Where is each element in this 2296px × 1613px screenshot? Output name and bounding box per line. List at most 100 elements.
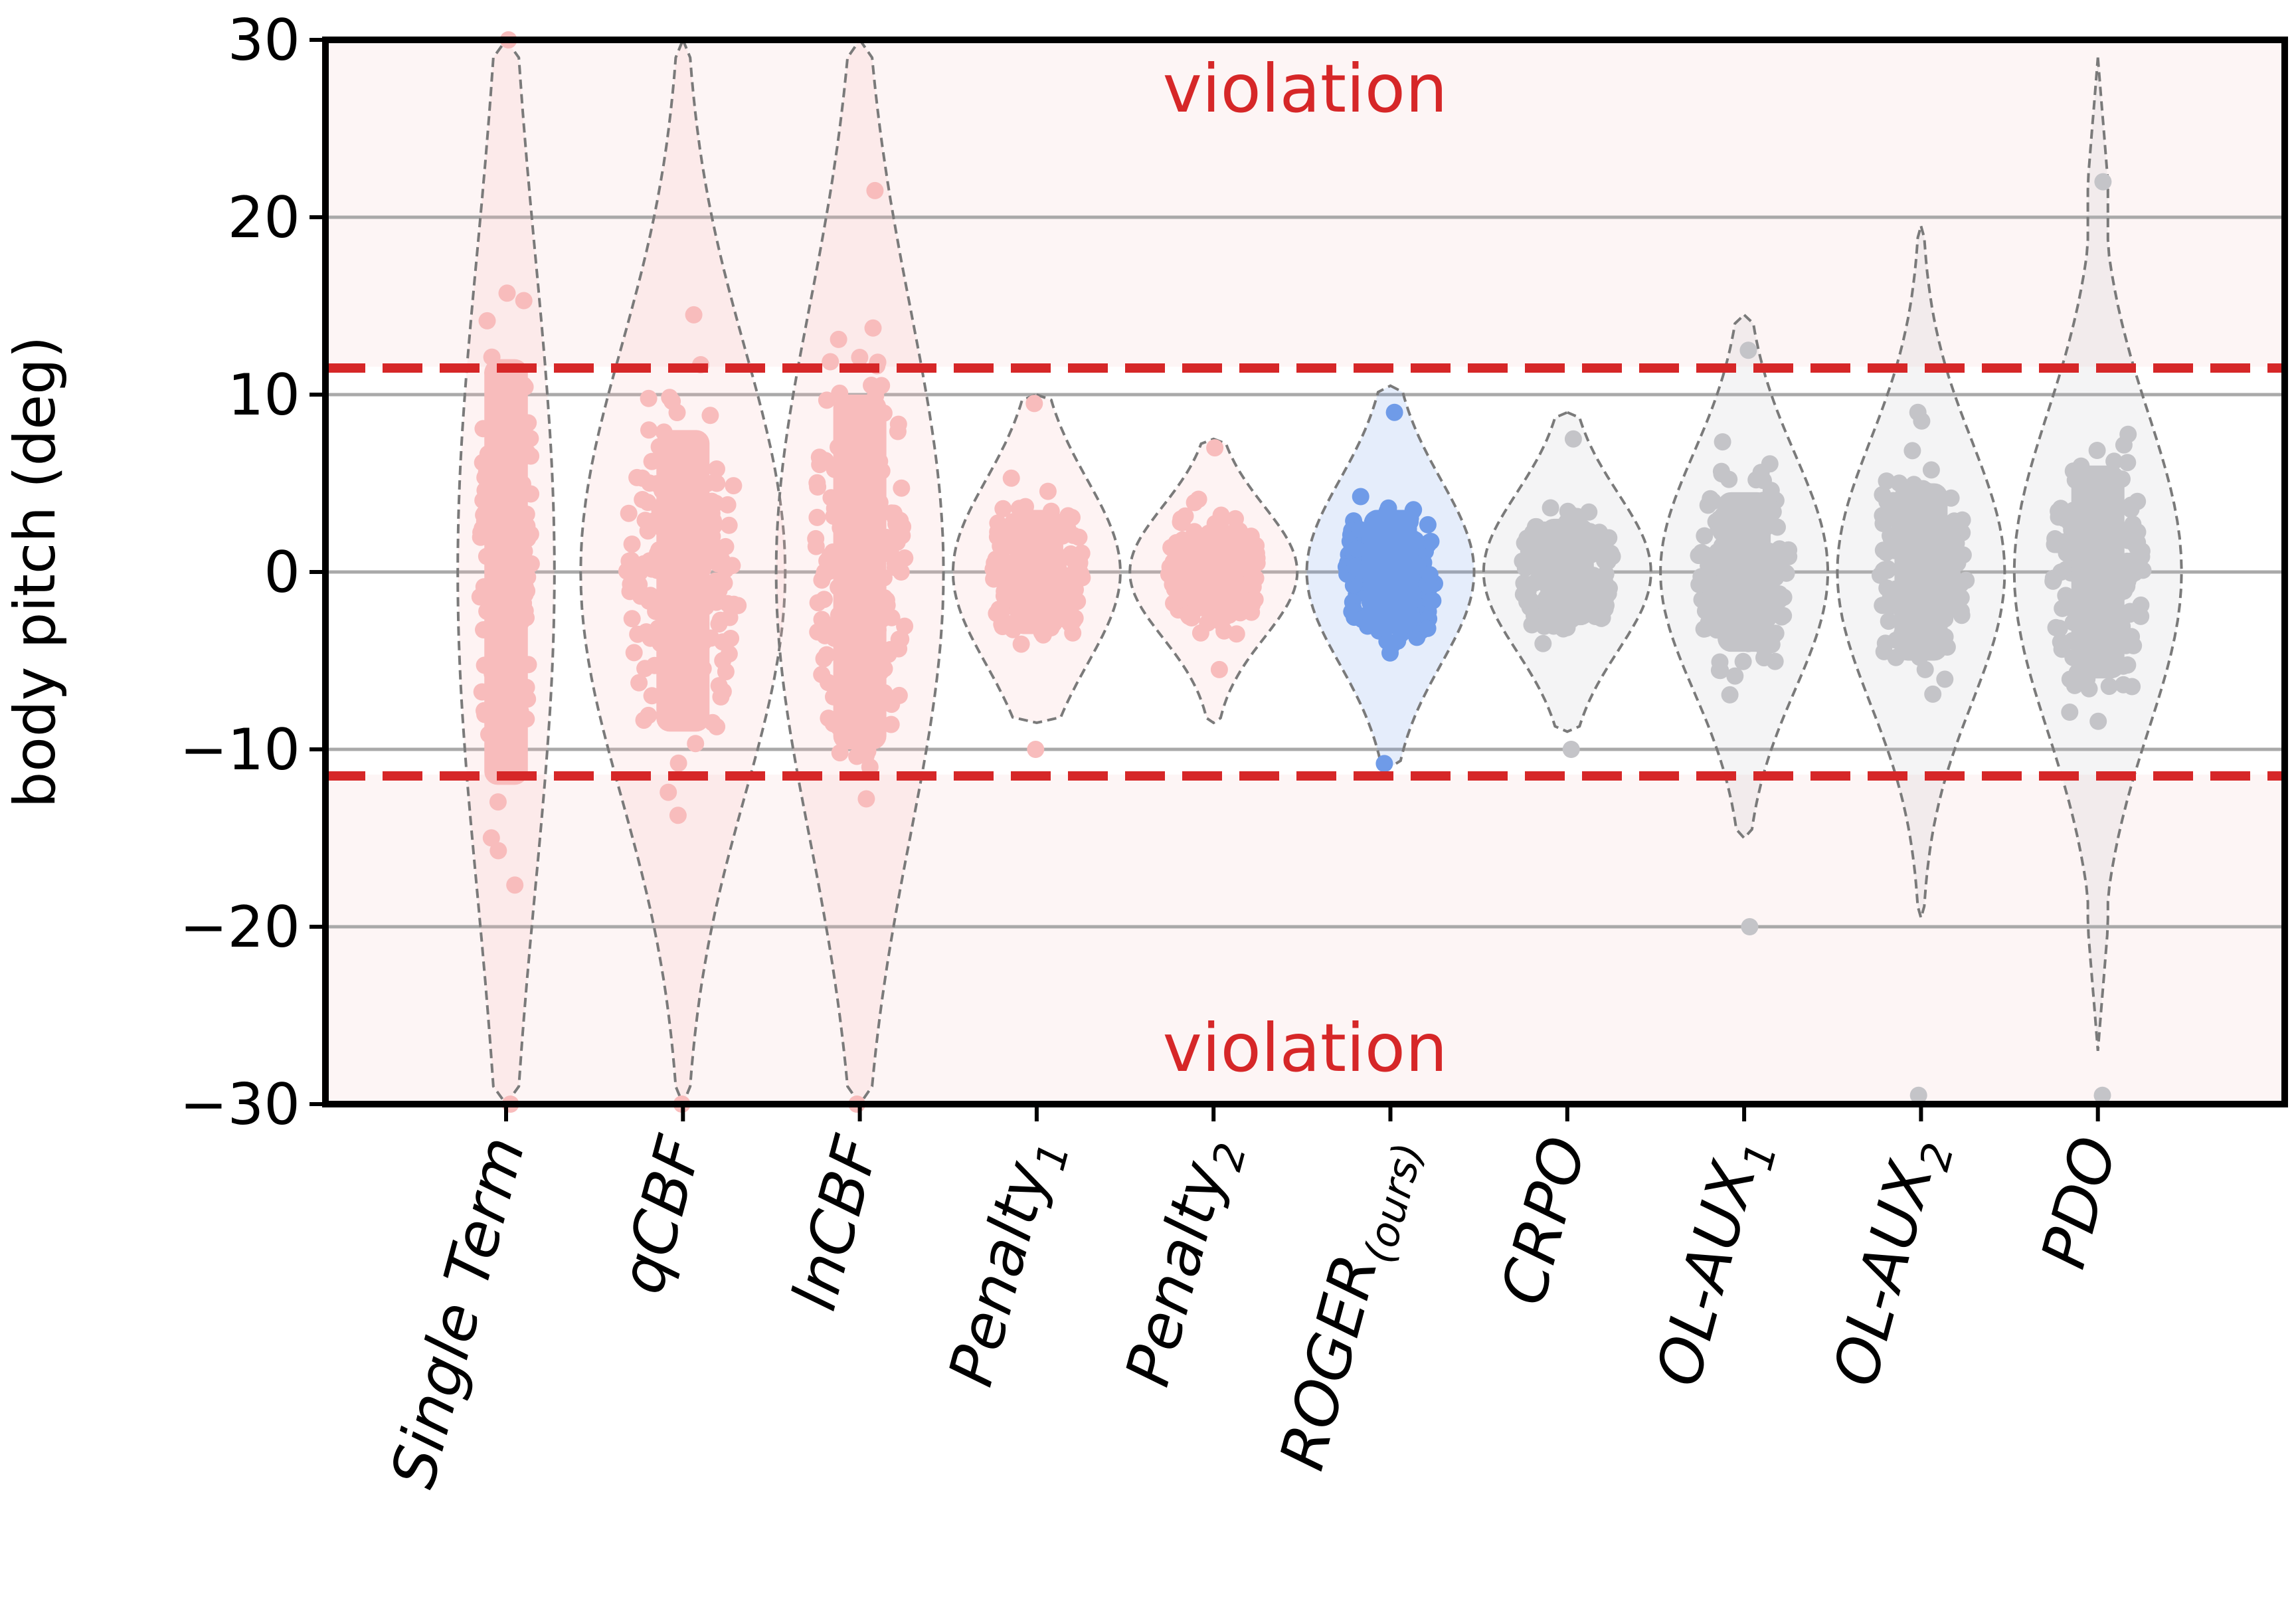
data-point-CRPO: [1534, 634, 1552, 652]
data-point-qCBF: [660, 783, 677, 801]
data-point-qCBF: [623, 535, 641, 553]
violation-label-upper: violation: [1163, 50, 1448, 128]
y-tick-label: 20: [228, 185, 300, 251]
data-point-OL-AUX1: [1720, 470, 1738, 488]
data-point-lnCBF: [818, 391, 836, 409]
data-point-lnCBF: [809, 594, 827, 612]
violation-region-lower: [325, 775, 2285, 1104]
data-point-CRPO: [1518, 593, 1536, 611]
data-point-qCBF: [640, 706, 658, 724]
data-point-qCBF: [710, 581, 728, 599]
data-core-lnCBF: [833, 395, 887, 749]
data-point-qCBF: [708, 460, 725, 478]
data-point-OL-AUX1: [1734, 652, 1752, 670]
data-point-PDO: [2052, 633, 2070, 651]
data-point-CRPO: [1542, 499, 1559, 517]
data-point-Penalty2: [1227, 625, 1245, 643]
data-point-lnCBF: [889, 423, 907, 440]
data-point-Penalty1: [985, 570, 1003, 588]
data-point-qCBF: [643, 687, 661, 705]
y-axis: −30 −20 −10 0 10 20 30: [180, 7, 325, 1138]
data-point-Penalty1: [1012, 635, 1030, 653]
data-point-Penalty1: [1027, 741, 1045, 758]
x-tick-label-main: lnCBF: [778, 1129, 893, 1317]
data-point-PDO: [2089, 712, 2107, 730]
data-point-lnCBF: [807, 529, 825, 547]
data-point-OL-AUX2: [1909, 1086, 1927, 1104]
data-point-ROGER(ours): [1352, 488, 1369, 506]
data-core-ROGER(ours): [1364, 510, 1417, 634]
data-point-OL-AUX2: [1913, 412, 1931, 430]
data-point-OL-AUX2: [1874, 562, 1892, 579]
data-point-qCBF: [717, 663, 735, 681]
x-tick-label-main: Single Term: [377, 1129, 539, 1495]
data-point-CRPO: [1515, 574, 1533, 592]
data-point-lnCBF: [864, 319, 882, 337]
data-point-OL-AUX1: [1766, 652, 1784, 670]
data-point-Penalty1: [1039, 482, 1057, 500]
data-core-Single Term: [484, 359, 528, 785]
data-point-qCBF: [714, 633, 732, 651]
data-core-Penalty2: [1187, 527, 1241, 617]
data-point-OL-AUX1: [1780, 547, 1798, 565]
data-point-lnCBF: [866, 181, 884, 199]
data-point-lnCBF: [820, 710, 838, 727]
data-points: [471, 31, 2152, 1113]
data-point-qCBF: [661, 389, 679, 407]
x-tick-label-qCBF: qCBF: [606, 1129, 715, 1301]
y-tick-label: 30: [228, 7, 300, 74]
data-core-qCBF: [656, 430, 710, 732]
data-point-OL-AUX2: [1874, 486, 1892, 504]
data-point-Penalty1: [993, 615, 1011, 633]
data-point-qCBF: [725, 477, 743, 495]
x-tick-label-main: OL-AUX: [1642, 1153, 1771, 1393]
data-point-OL-AUX1: [1775, 589, 1793, 606]
data-point-qCBF: [634, 469, 652, 487]
violation-label-lower: violation: [1163, 1009, 1448, 1087]
violation-labels: violation violation: [1163, 50, 1448, 1087]
data-point-lnCBF: [883, 546, 900, 564]
data-point-qCBF: [687, 735, 705, 753]
data-point-PDO: [2061, 704, 2079, 721]
data-point-Penalty2: [1239, 575, 1257, 593]
data-point-lnCBF: [808, 474, 826, 492]
data-point-Penalty2: [1210, 660, 1228, 678]
data-point-qCBF: [701, 407, 719, 425]
data-point-qCBF: [720, 516, 738, 534]
data-point-CRPO: [1597, 597, 1615, 615]
data-point-PDO: [2100, 678, 2118, 696]
x-tick-label-main: OL-AUX: [1819, 1153, 1947, 1393]
data-point-PDO: [2088, 442, 2106, 459]
data-point-PDO: [2115, 676, 2133, 694]
data-point-qCBF: [625, 644, 643, 662]
data-point-OL-AUX2: [1936, 670, 1954, 688]
data-point-Single Term: [482, 829, 500, 847]
data-point-PDO: [2132, 607, 2150, 625]
data-point-Penalty2: [1162, 539, 1180, 557]
data-point-CRPO: [1595, 569, 1613, 587]
data-point-PDO: [2048, 535, 2066, 553]
data-point-ROGER(ours): [1378, 632, 1396, 650]
y-tick-label: −30: [180, 1072, 301, 1138]
y-axis-label: body pitch (deg): [2, 336, 68, 808]
x-tick-label-Single Term: Single Term: [377, 1129, 539, 1495]
data-point-qCBF: [669, 754, 687, 772]
data-point-OL-AUX2: [1880, 613, 1898, 630]
data-point-qCBF: [640, 421, 658, 439]
data-point-lnCBF: [815, 650, 833, 668]
data-point-OL-AUX1: [1696, 527, 1714, 545]
data-point-PDO: [2066, 676, 2083, 694]
data-point-lnCBF: [890, 640, 908, 658]
data-point-OL-AUX1: [1714, 433, 1731, 451]
data-point-qCBF: [685, 306, 703, 324]
x-tick-label-main: Penalty: [935, 1154, 1063, 1393]
data-point-lnCBF: [887, 515, 905, 533]
x-tick-label-CRPO: CRPO: [1487, 1129, 1600, 1312]
y-tick-label: −20: [180, 894, 301, 961]
data-point-Single Term: [478, 312, 496, 330]
data-point-Penalty1: [1025, 395, 1043, 413]
x-tick-label-OL-AUX1: OL-AUX1: [1642, 1129, 1787, 1396]
threshold-lines: [325, 363, 2285, 781]
data-point-OL-AUX1: [1695, 620, 1713, 638]
